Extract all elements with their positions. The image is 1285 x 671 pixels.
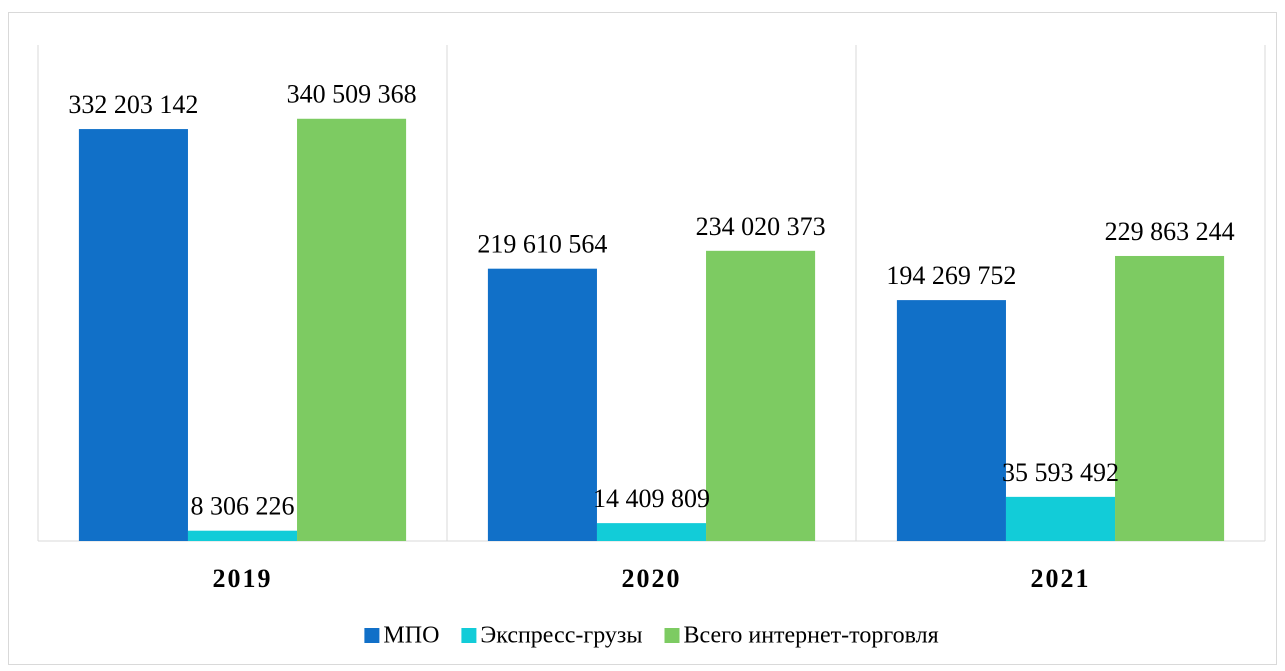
bar xyxy=(78,129,188,541)
data-label: 35 593 492 xyxy=(1002,458,1119,487)
data-label: 8 306 226 xyxy=(191,492,295,521)
legend-label: Экспресс-грузы xyxy=(480,623,642,649)
data-label: 14 409 809 xyxy=(593,484,710,513)
bar xyxy=(297,118,407,542)
legend-swatch xyxy=(664,628,680,643)
x-tick-label: 2019 xyxy=(213,564,273,593)
legend-label: Всего интернет-торговля xyxy=(684,623,939,649)
legend-swatch xyxy=(461,628,477,643)
bar xyxy=(1005,496,1116,541)
chart-frame xyxy=(8,12,1277,665)
bar xyxy=(896,300,1006,541)
legend-swatch xyxy=(364,628,380,643)
bar xyxy=(1115,255,1225,541)
bar xyxy=(487,268,597,541)
legend-label: МПО xyxy=(383,623,439,649)
x-tick-label: 2021 xyxy=(1031,564,1091,593)
data-label: 229 863 244 xyxy=(1105,217,1235,246)
data-label: 234 020 373 xyxy=(696,212,826,241)
bar xyxy=(596,523,707,541)
x-tick-label: 2020 xyxy=(622,564,682,593)
data-label: 332 203 142 xyxy=(68,90,198,119)
bar xyxy=(187,530,298,541)
bar xyxy=(706,250,816,541)
data-label: 340 509 368 xyxy=(287,80,417,109)
data-label: 219 610 564 xyxy=(477,230,607,259)
data-label: 194 269 752 xyxy=(886,261,1016,290)
